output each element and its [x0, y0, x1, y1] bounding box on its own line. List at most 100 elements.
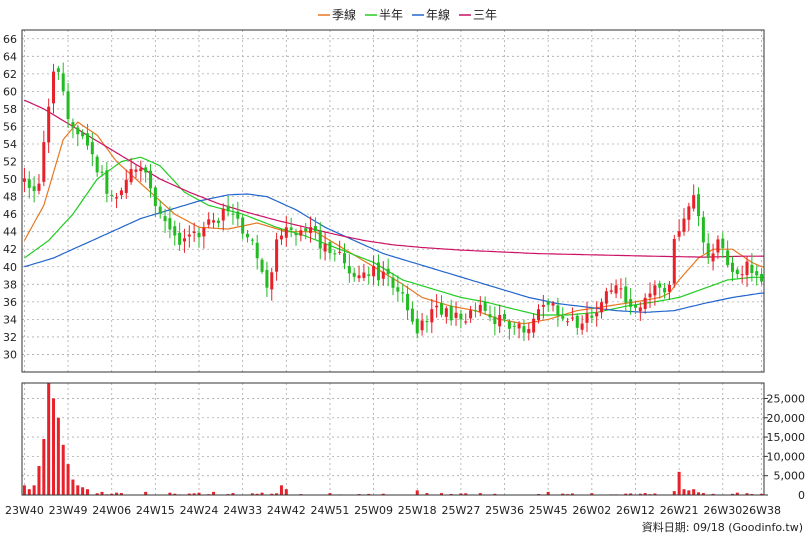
candle-body — [212, 220, 216, 223]
candle — [323, 232, 327, 261]
candle — [66, 83, 70, 128]
candle — [313, 217, 317, 240]
x-tick-label: 26W38 — [742, 504, 781, 517]
candle — [32, 176, 36, 203]
candle — [532, 313, 536, 338]
candle — [236, 201, 240, 227]
candle-body — [231, 213, 235, 215]
candle-body — [192, 231, 196, 234]
candle — [469, 305, 473, 323]
candle-body — [52, 71, 56, 104]
candle — [619, 278, 623, 299]
candle — [42, 130, 46, 187]
candle-body — [362, 272, 366, 278]
x-tick-label: 26W21 — [660, 504, 699, 517]
candle — [735, 267, 739, 279]
candle-body — [701, 217, 705, 243]
axes — [21, 29, 765, 496]
candle-body — [333, 253, 337, 255]
x-tick-label: 26W30 — [703, 504, 742, 517]
candle — [706, 233, 710, 265]
candle-body — [483, 302, 487, 311]
candle-body — [517, 323, 521, 329]
candle-body — [643, 297, 647, 309]
volume-bar — [270, 493, 274, 495]
volume-bar — [711, 493, 715, 495]
candle — [182, 228, 186, 253]
candle — [275, 232, 279, 281]
candle-body — [338, 251, 342, 253]
volume-bar — [730, 493, 734, 495]
volume-bar — [275, 493, 279, 495]
candle-body — [246, 233, 250, 238]
candle-body — [56, 68, 60, 72]
candle-body — [711, 253, 715, 262]
volume-bar — [328, 493, 332, 495]
candle-body — [677, 231, 681, 237]
x-tick-label: 25W36 — [485, 504, 524, 517]
candle — [420, 313, 424, 336]
candle — [391, 272, 395, 296]
candle — [406, 285, 410, 321]
candle-body — [76, 127, 80, 135]
candle-body — [158, 206, 162, 215]
candle-body — [735, 269, 739, 274]
candle — [357, 265, 361, 283]
volume-bar — [682, 489, 686, 495]
candle-body — [149, 170, 153, 189]
candle — [464, 313, 468, 325]
volume-bar — [66, 464, 70, 495]
candle — [362, 263, 366, 282]
candle-body — [716, 239, 720, 253]
candle-body — [648, 293, 652, 298]
candle — [444, 306, 448, 324]
candle — [372, 255, 376, 285]
candle — [105, 162, 109, 203]
candle-body — [168, 218, 172, 230]
price-axis-ticks: 30 32 34 36 38 40 42 44 46 48 50 52 54 56 58 60 62 64 66 — [3, 33, 17, 362]
price-tick-label: 42 — [3, 243, 17, 256]
x-tick-label: 23W40 — [5, 504, 44, 517]
candle — [658, 280, 662, 299]
candle — [760, 268, 764, 285]
candle-body — [284, 227, 288, 238]
volume-bar — [284, 489, 288, 495]
legend-label: 季線 — [332, 7, 356, 22]
candle-body — [216, 220, 220, 224]
candle-body — [260, 259, 264, 272]
candle — [551, 301, 555, 312]
candle-body — [124, 179, 128, 193]
volume-bar — [110, 493, 114, 495]
candle — [648, 282, 652, 308]
candle-body — [692, 195, 696, 209]
volume-bar — [561, 493, 565, 495]
candle — [726, 240, 730, 268]
volume-bar — [415, 490, 419, 495]
volume-bar — [231, 493, 235, 495]
candle-body — [270, 272, 274, 290]
candle — [595, 301, 599, 327]
candle-body — [32, 186, 36, 192]
candle-body — [435, 305, 439, 308]
candle-body — [624, 286, 628, 303]
candle — [454, 301, 458, 326]
volume-bar — [478, 493, 482, 495]
candle — [81, 129, 85, 140]
candle — [139, 160, 143, 182]
candle-body — [163, 216, 167, 222]
candle-body — [81, 132, 85, 137]
volume-tick-label: 0 — [798, 489, 805, 502]
candle — [52, 63, 56, 114]
candle — [333, 249, 337, 262]
candle — [27, 171, 31, 199]
candle-body — [600, 302, 604, 313]
candle-body — [604, 291, 608, 304]
x-tick-label: 24W24 — [180, 504, 219, 517]
candle — [701, 211, 705, 254]
candle — [730, 256, 734, 282]
candle — [435, 294, 439, 318]
volume-bar — [439, 493, 444, 495]
price-tick-label: 38 — [3, 278, 17, 291]
volume-bar — [381, 493, 385, 495]
